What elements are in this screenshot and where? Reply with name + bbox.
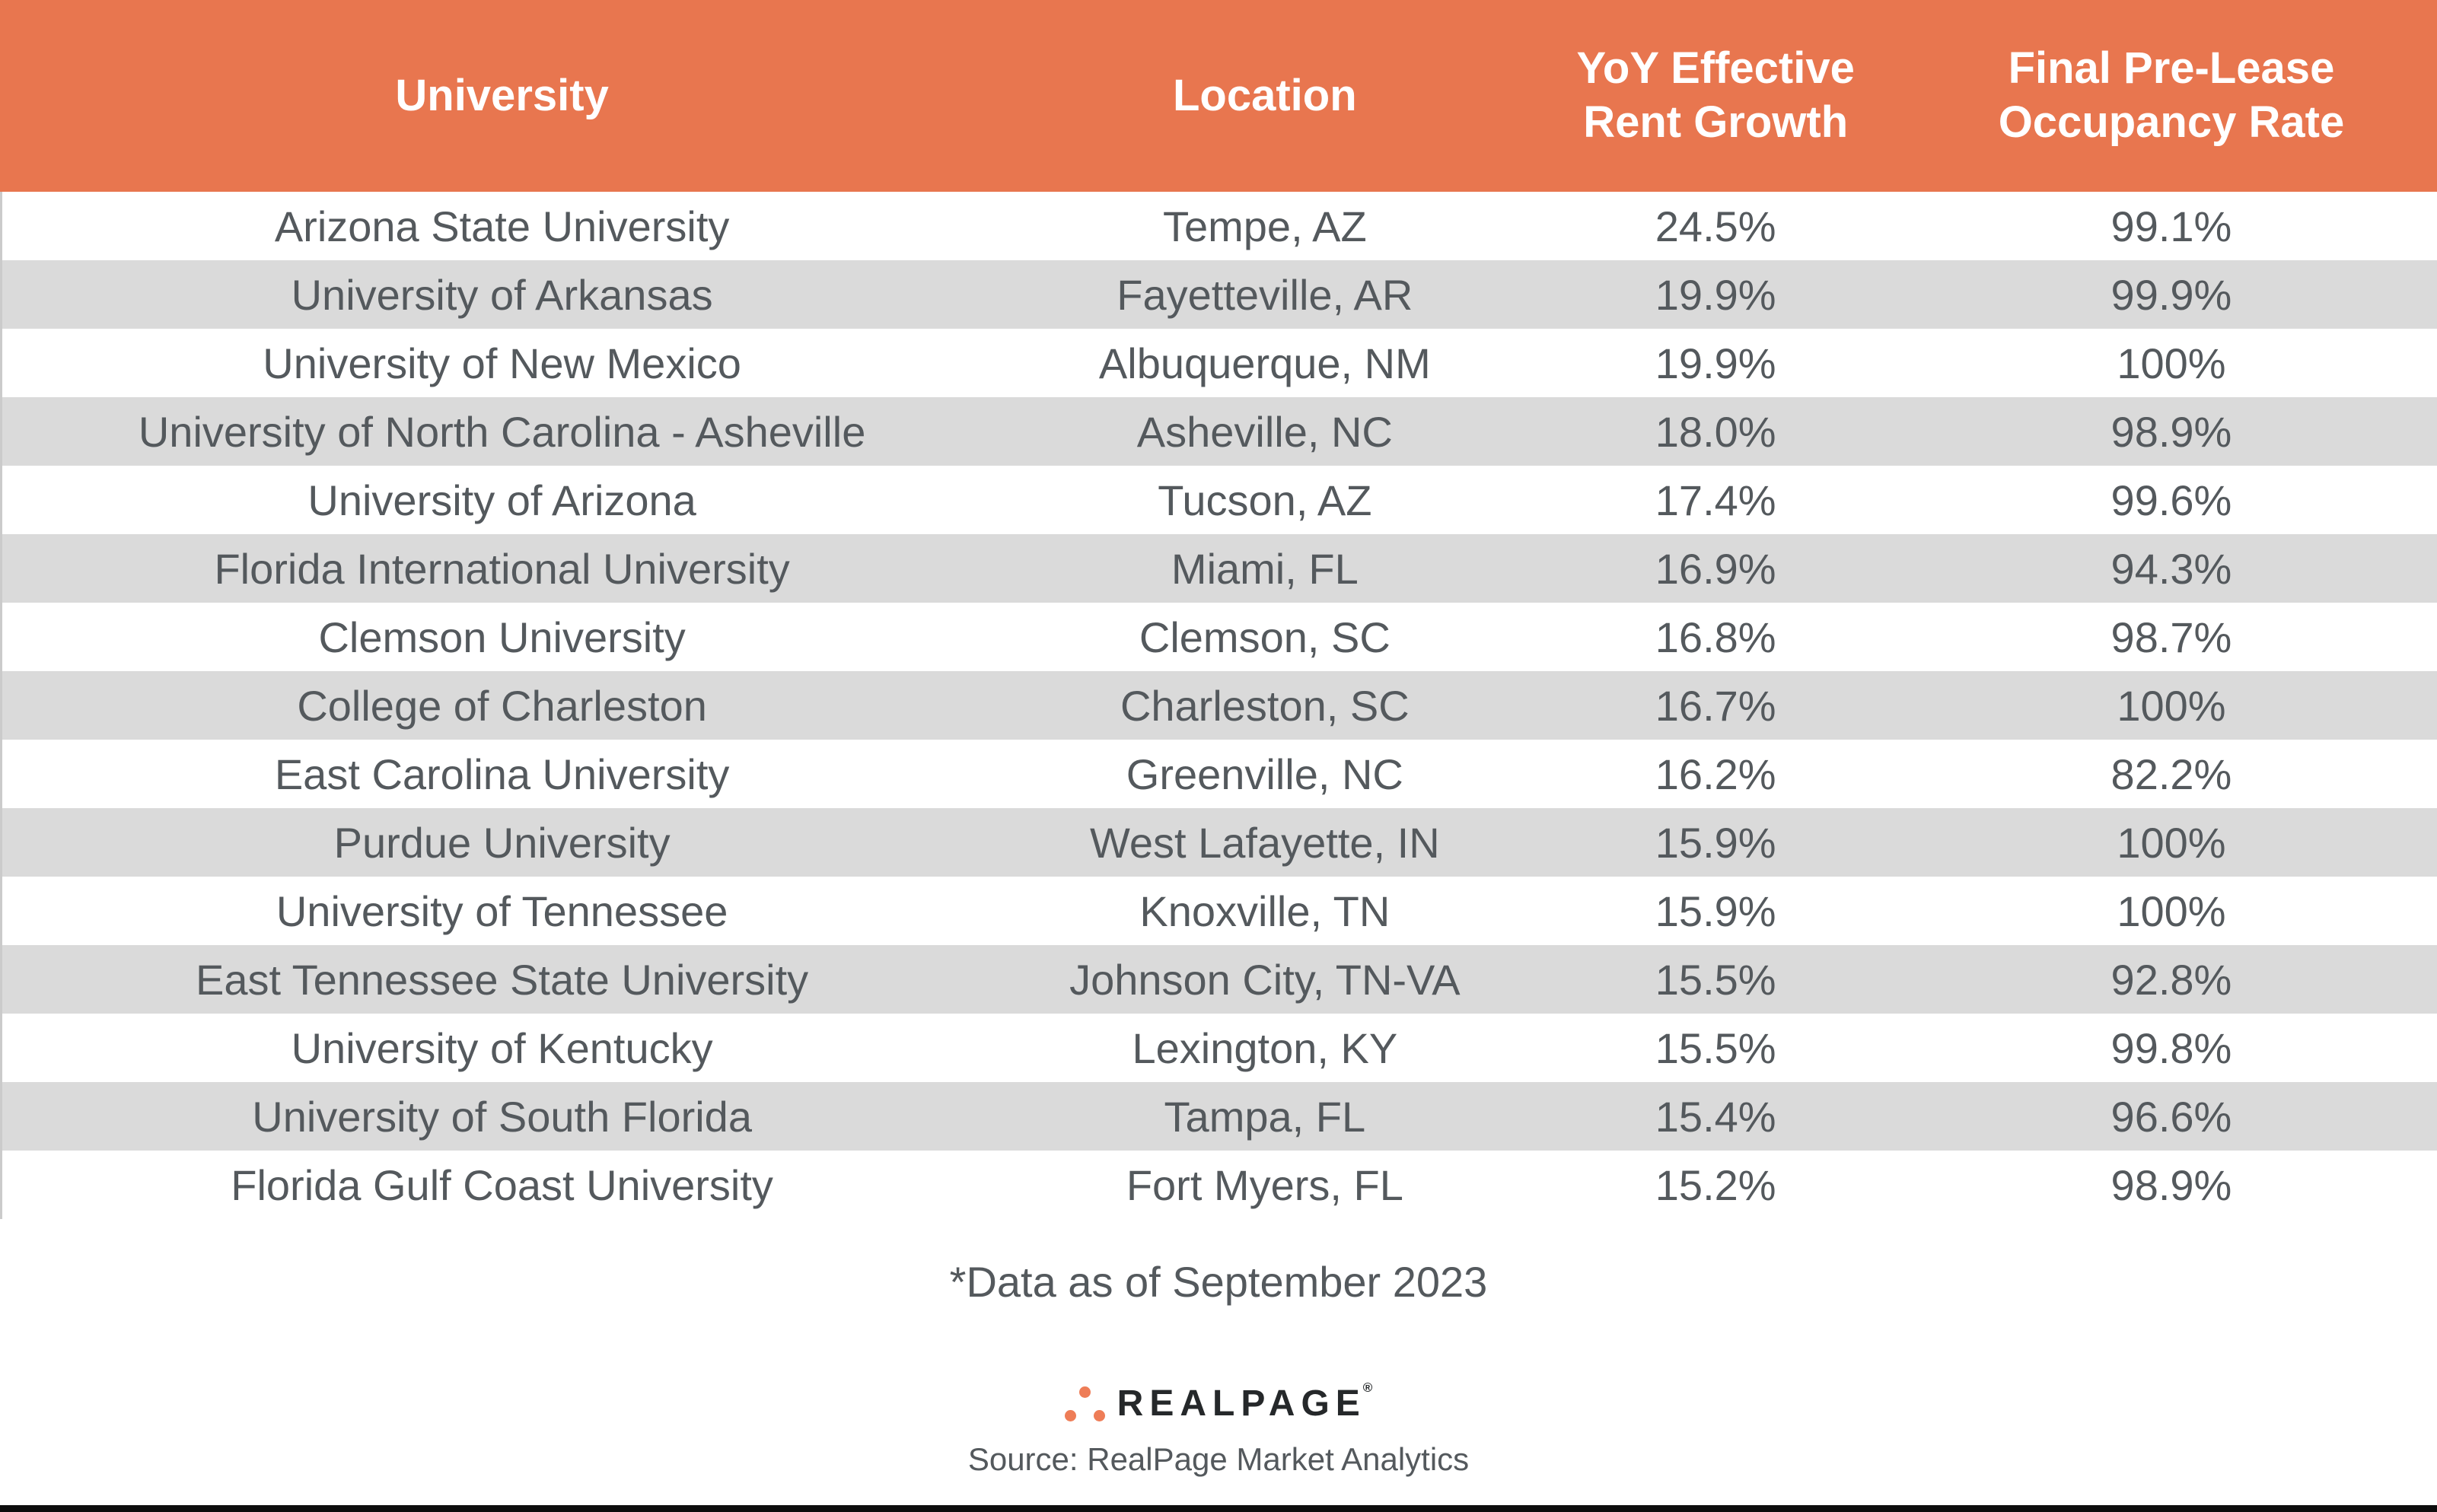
table-row: Arizona State University Tempe, AZ 24.5%… — [0, 192, 2437, 260]
column-header-occupancy-rate: Final Pre-Lease Occupancy Rate — [1998, 43, 2345, 147]
location-cell: Fort Myers, FL — [1126, 1160, 1403, 1209]
table-row: University of Arkansas Fayetteville, AR … — [0, 260, 2437, 329]
rent-growth-cell: 18.0% — [1655, 407, 1776, 456]
university-cell: University of Arizona — [307, 476, 696, 524]
university-cell: College of Charleston — [297, 681, 707, 730]
location-cell: Johnson City, TN-VA — [1069, 955, 1461, 1004]
column-header-rent-growth: YoY Effective Rent Growth — [1576, 43, 1855, 147]
rent-growth-cell: 19.9% — [1655, 339, 1776, 387]
table-row: Purdue University West Lafayette, IN 15.… — [0, 808, 2437, 877]
realpage-logo: REALPAGE ® — [0, 1370, 2437, 1438]
occupancy-cell: 100% — [2117, 818, 2226, 867]
university-cell: Florida Gulf Coast University — [231, 1160, 773, 1209]
logo-wordmark: REALPAGE — [1117, 1383, 1366, 1424]
logo-dots-icon — [1064, 1386, 1105, 1421]
column-header-university: University — [395, 70, 609, 120]
university-cell: University of Tennessee — [276, 887, 728, 935]
location-cell: Clemson, SC — [1139, 613, 1391, 661]
rent-growth-cell: 16.7% — [1655, 681, 1776, 730]
rent-growth-cell: 16.9% — [1655, 544, 1776, 593]
location-cell: Tempe, AZ — [1162, 202, 1367, 250]
rent-growth-cell: 15.9% — [1655, 818, 1776, 867]
rent-growth-cell: 15.2% — [1655, 1160, 1776, 1209]
rent-growth-cell: 15.5% — [1655, 955, 1776, 1004]
occupancy-cell: 100% — [2117, 681, 2226, 730]
location-cell: Knoxville, TN — [1139, 887, 1391, 935]
rent-growth-cell: 15.5% — [1655, 1023, 1776, 1072]
occupancy-cell: 96.6% — [2110, 1092, 2232, 1141]
table-row: University of South Florida Tampa, FL 15… — [0, 1082, 2437, 1151]
university-cell: University of North Carolina - Asheville — [138, 407, 866, 456]
university-cell: Clemson University — [318, 613, 686, 661]
rent-growth-cell: 16.2% — [1655, 750, 1776, 798]
table-row: University of Tennessee Knoxville, TN 15… — [0, 877, 2437, 945]
location-cell: Charleston, SC — [1120, 681, 1410, 730]
university-cell: University of South Florida — [252, 1092, 752, 1141]
university-cell: University of Kentucky — [291, 1023, 713, 1072]
rent-growth-cell: 15.4% — [1655, 1092, 1776, 1141]
university-cell: University of Arkansas — [291, 270, 713, 319]
location-cell: Asheville, NC — [1136, 407, 1393, 456]
table-row: Clemson University Clemson, SC 16.8% 98.… — [0, 603, 2437, 671]
location-cell: Greenville, NC — [1126, 750, 1403, 798]
occupancy-cell: 92.8% — [2110, 955, 2232, 1004]
university-cell: Arizona State University — [274, 202, 730, 250]
table-row: University of Kentucky Lexington, KY 15.… — [0, 1014, 2437, 1082]
occupancy-cell: 99.8% — [2110, 1023, 2232, 1072]
university-cell: East Carolina University — [274, 750, 730, 798]
occupancy-cell: 98.7% — [2110, 613, 2232, 661]
rent-growth-cell: 15.9% — [1655, 887, 1776, 935]
location-cell: Miami, FL — [1171, 544, 1359, 593]
table-row: Florida Gulf Coast University Fort Myers… — [0, 1151, 2437, 1219]
table-row: East Tennessee State University Johnson … — [0, 945, 2437, 1014]
occupancy-cell: 99.1% — [2110, 202, 2232, 250]
university-cell: East Tennessee State University — [196, 955, 809, 1004]
location-cell: West Lafayette, IN — [1090, 818, 1440, 867]
table-row: Florida International University Miami, … — [0, 534, 2437, 603]
table-row: University of North Carolina - Asheville… — [0, 397, 2437, 466]
source-text: Source: RealPage Market Analytics — [967, 1441, 1470, 1477]
university-cell: Purdue University — [333, 818, 671, 867]
location-cell: Albuquerque, NM — [1098, 339, 1431, 387]
table-header-row: University Location YoY Effective Rent G… — [0, 0, 2437, 192]
rent-growth-cell: 24.5% — [1655, 202, 1776, 250]
occupancy-cell: 98.9% — [2110, 407, 2232, 456]
rent-growth-cell: 17.4% — [1655, 476, 1776, 524]
occupancy-cell: 82.2% — [2110, 750, 2232, 798]
occupancy-cell: 100% — [2117, 339, 2226, 387]
bottom-border-bar — [0, 1505, 2437, 1512]
table-row: University of Arizona Tucson, AZ 17.4% 9… — [0, 466, 2437, 534]
data-footnote: *Data as of September 2023 — [949, 1258, 1488, 1306]
rent-growth-cell: 16.8% — [1655, 613, 1776, 661]
location-cell: Tampa, FL — [1164, 1092, 1366, 1141]
table-row: University of New Mexico Albuquerque, NM… — [0, 329, 2437, 397]
occupancy-cell: 94.3% — [2110, 544, 2232, 593]
university-cell: Florida International University — [214, 544, 790, 593]
university-cell: University of New Mexico — [263, 339, 741, 387]
location-cell: Tucson, AZ — [1158, 476, 1372, 524]
occupancy-cell: 99.6% — [2110, 476, 2232, 524]
occupancy-cell: 98.9% — [2110, 1160, 2232, 1209]
rent-growth-cell: 19.9% — [1655, 270, 1776, 319]
left-edge-line — [0, 192, 2, 1219]
table-row: East Carolina University Greenville, NC … — [0, 740, 2437, 808]
registered-trademark-icon: ® — [1362, 1380, 1373, 1395]
column-header-location: Location — [1172, 70, 1357, 120]
location-cell: Fayetteville, AR — [1117, 270, 1413, 319]
table-row: College of Charleston Charleston, SC 16.… — [0, 671, 2437, 740]
occupancy-cell: 100% — [2117, 887, 2226, 935]
occupancy-cell: 99.9% — [2110, 270, 2232, 319]
table-body: Arizona State University Tempe, AZ 24.5%… — [0, 192, 2437, 1219]
location-cell: Lexington, KY — [1132, 1023, 1398, 1072]
